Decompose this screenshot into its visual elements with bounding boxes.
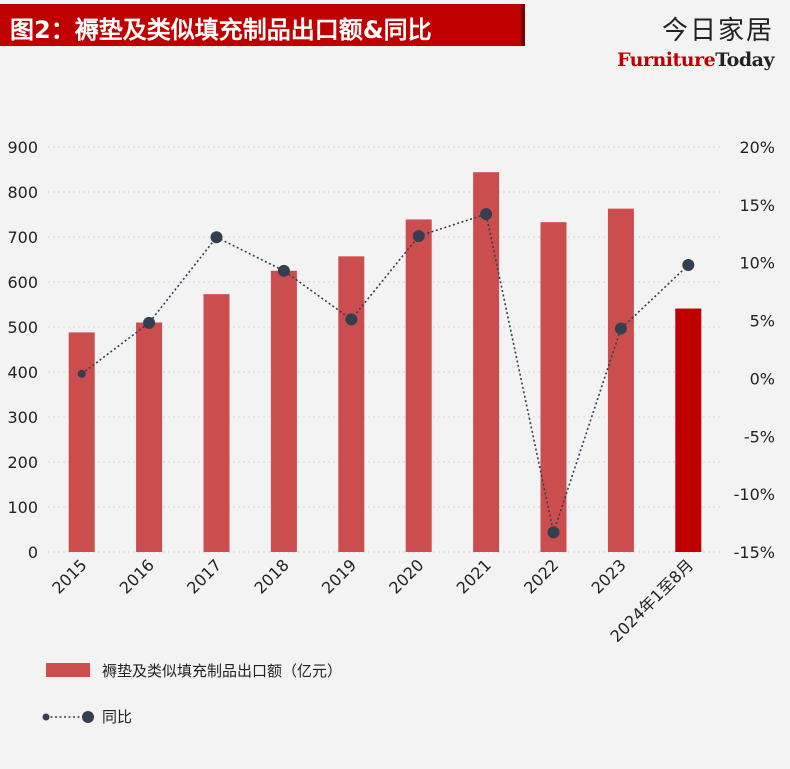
bar-2015 (68, 332, 95, 552)
x-axis-tick: 2018 (251, 555, 293, 597)
right-axis-tick: 20% (739, 138, 775, 157)
right-axis-tick: 10% (739, 254, 775, 273)
left-axis-tick: 800 (7, 183, 38, 202)
legend-bar-swatch (46, 663, 90, 677)
bar-2017 (203, 294, 230, 552)
x-axis-tick: 2019 (318, 555, 360, 597)
yoy-point-2017 (210, 231, 223, 244)
legend-line-marker (82, 711, 94, 723)
x-axis-tick: 2017 (183, 555, 225, 597)
bar-2024年1至8月 (675, 308, 702, 552)
right-axis-tick: -5% (744, 427, 775, 446)
bar-2023 (607, 208, 634, 552)
bar-2019 (338, 256, 365, 552)
yoy-line (81, 213, 689, 536)
bar-2018 (270, 270, 297, 552)
left-axis-tick: 500 (7, 318, 38, 337)
yoy-point-2022 (547, 526, 560, 539)
brand-name-en-dark: Today (715, 49, 774, 71)
x-axis-tick: 2021 (453, 555, 495, 597)
bar-2020 (405, 219, 432, 552)
x-axis-tick: 2023 (588, 555, 630, 597)
right-axis-tick: 0% (750, 369, 775, 388)
left-axis-tick: 100 (7, 498, 38, 517)
yoy-point-2019 (345, 313, 358, 326)
left-axis-tick: 400 (7, 363, 38, 382)
yoy-point-2024年1至8月 (682, 259, 695, 272)
yoy-point-2020 (412, 230, 425, 243)
brand-name-cn: 今日家居 (661, 16, 774, 46)
yoy-point-2018 (277, 264, 290, 277)
left-axis-tick: 700 (7, 228, 38, 247)
bar-2016 (136, 322, 163, 552)
x-axis-tick: 2022 (520, 555, 562, 597)
legend-line-label: 同比 (102, 708, 132, 726)
legend-bar-label: 褥垫及类似填充制品出口额（亿元） (102, 662, 342, 680)
yoy-point-2023 (614, 322, 627, 335)
right-axis-tick: 15% (739, 196, 775, 215)
bar-2021 (473, 172, 500, 552)
title-banner: 图2：褥垫及类似填充制品出口额&同比 (0, 4, 525, 46)
x-axis-tick: 2020 (385, 555, 427, 597)
bar-2022 (540, 222, 567, 552)
yoy-point-2016 (143, 316, 156, 329)
yoy-point-2021 (480, 208, 493, 221)
x-axis-tick: 2015 (48, 555, 90, 597)
left-axis-tick: 300 (7, 408, 38, 427)
left-axis-tick: 0 (28, 543, 38, 562)
brand-name-en: FurnitureToday (617, 49, 774, 71)
right-axis-tick: -10% (734, 485, 775, 504)
brand-logo: 今日家居 FurnitureToday (617, 10, 774, 71)
chart-title: 图2：褥垫及类似填充制品出口额&同比 (10, 16, 432, 44)
brand-name-en-red: Furniture (617, 49, 716, 71)
right-axis-tick: 5% (750, 312, 775, 331)
yoy-point-2015 (77, 369, 86, 378)
left-axis-tick: 900 (7, 138, 38, 157)
x-axis-tick: 2016 (116, 555, 158, 597)
right-axis-tick: -15% (734, 543, 775, 562)
legend-line-marker-small (42, 713, 50, 721)
left-axis-tick: 600 (7, 273, 38, 292)
left-axis-tick: 200 (7, 453, 38, 472)
